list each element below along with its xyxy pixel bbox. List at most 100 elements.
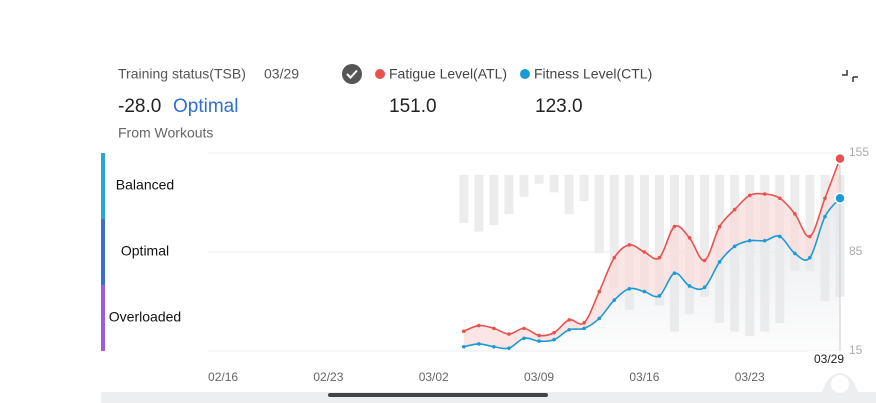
point xyxy=(687,236,692,240)
point xyxy=(702,258,707,263)
point xyxy=(778,196,782,201)
point xyxy=(582,326,586,331)
x-tick-label: 03/09 xyxy=(524,370,554,384)
point xyxy=(492,326,496,331)
bar xyxy=(519,175,529,197)
y-tick-label: 85 xyxy=(849,244,863,258)
legend-dot xyxy=(375,69,385,79)
point xyxy=(823,214,827,219)
point xyxy=(702,285,707,290)
bar xyxy=(624,175,634,310)
end-label: 03/29 xyxy=(814,352,844,366)
bar xyxy=(654,175,664,306)
point xyxy=(672,224,677,229)
zone-label: Overloaded xyxy=(109,309,181,325)
bar xyxy=(489,175,499,226)
legend-value: 123.0 xyxy=(535,96,583,117)
x-tick-label: 03/23 xyxy=(735,370,765,384)
point xyxy=(522,336,526,341)
x-tick-label: 02/16 xyxy=(208,370,238,384)
point xyxy=(597,316,602,321)
bar xyxy=(564,175,574,215)
point xyxy=(627,243,632,247)
point xyxy=(552,337,556,342)
legend-value: 151.0 xyxy=(389,96,437,117)
point xyxy=(687,284,692,288)
point xyxy=(627,286,632,291)
point xyxy=(537,339,541,343)
area-between xyxy=(463,158,840,349)
bar xyxy=(805,175,815,271)
status: Optimal xyxy=(173,96,238,117)
bar xyxy=(639,175,649,293)
point xyxy=(657,255,662,260)
point xyxy=(462,329,466,334)
end-label-bg xyxy=(808,351,848,367)
point xyxy=(642,289,647,294)
point xyxy=(567,327,571,332)
date: 03/29 xyxy=(264,66,299,82)
bar xyxy=(549,175,559,193)
point xyxy=(762,238,767,243)
point xyxy=(808,234,812,239)
collapse-icon[interactable] xyxy=(842,70,858,82)
slider-knob[interactable] xyxy=(831,375,849,393)
point xyxy=(732,244,737,249)
point xyxy=(717,224,722,229)
point xyxy=(823,196,827,201)
bar xyxy=(474,175,484,232)
area-under-fitness xyxy=(463,198,840,351)
point xyxy=(778,234,782,239)
point xyxy=(672,271,677,276)
source: From Workouts xyxy=(118,125,213,141)
point xyxy=(793,212,797,216)
bar xyxy=(700,175,710,297)
point xyxy=(762,192,767,196)
bar xyxy=(594,175,604,254)
scroll-track xyxy=(101,392,876,403)
x-tick-label: 02/23 xyxy=(313,370,343,384)
zone-label: Balanced xyxy=(116,177,174,193)
point xyxy=(834,192,846,205)
check-mark xyxy=(346,69,358,79)
bar xyxy=(534,175,544,184)
point xyxy=(717,260,722,264)
zone-bar xyxy=(101,153,105,219)
y-tick-label: 155 xyxy=(849,145,869,159)
point xyxy=(657,294,662,298)
y-tick-label: 15 xyxy=(849,343,863,357)
point xyxy=(597,289,602,294)
x-tick-label: 03/02 xyxy=(419,370,449,384)
point xyxy=(808,255,812,260)
point xyxy=(567,318,571,322)
tsb-value: -28.0 xyxy=(118,96,161,117)
point xyxy=(462,344,466,349)
point xyxy=(747,193,752,198)
point xyxy=(612,255,617,260)
point xyxy=(492,344,496,349)
point xyxy=(793,251,797,256)
point xyxy=(732,207,737,212)
zone-bar xyxy=(101,219,105,285)
point xyxy=(834,152,846,165)
point xyxy=(477,342,481,346)
point xyxy=(642,250,647,254)
point xyxy=(477,323,481,328)
point xyxy=(552,330,556,335)
legend-label: Fitness Level(CTL) xyxy=(534,66,652,82)
bar xyxy=(504,175,514,215)
bar xyxy=(609,175,619,289)
x-tick-label: 03/16 xyxy=(629,370,659,384)
point xyxy=(582,320,586,325)
point xyxy=(747,238,752,243)
point xyxy=(507,346,511,350)
title: Training status(TSB) xyxy=(118,66,246,82)
point xyxy=(507,332,511,336)
bar xyxy=(459,175,469,223)
point xyxy=(612,298,617,302)
point xyxy=(537,333,541,338)
zone-label: Optimal xyxy=(121,243,169,259)
legend-dot xyxy=(520,69,530,79)
